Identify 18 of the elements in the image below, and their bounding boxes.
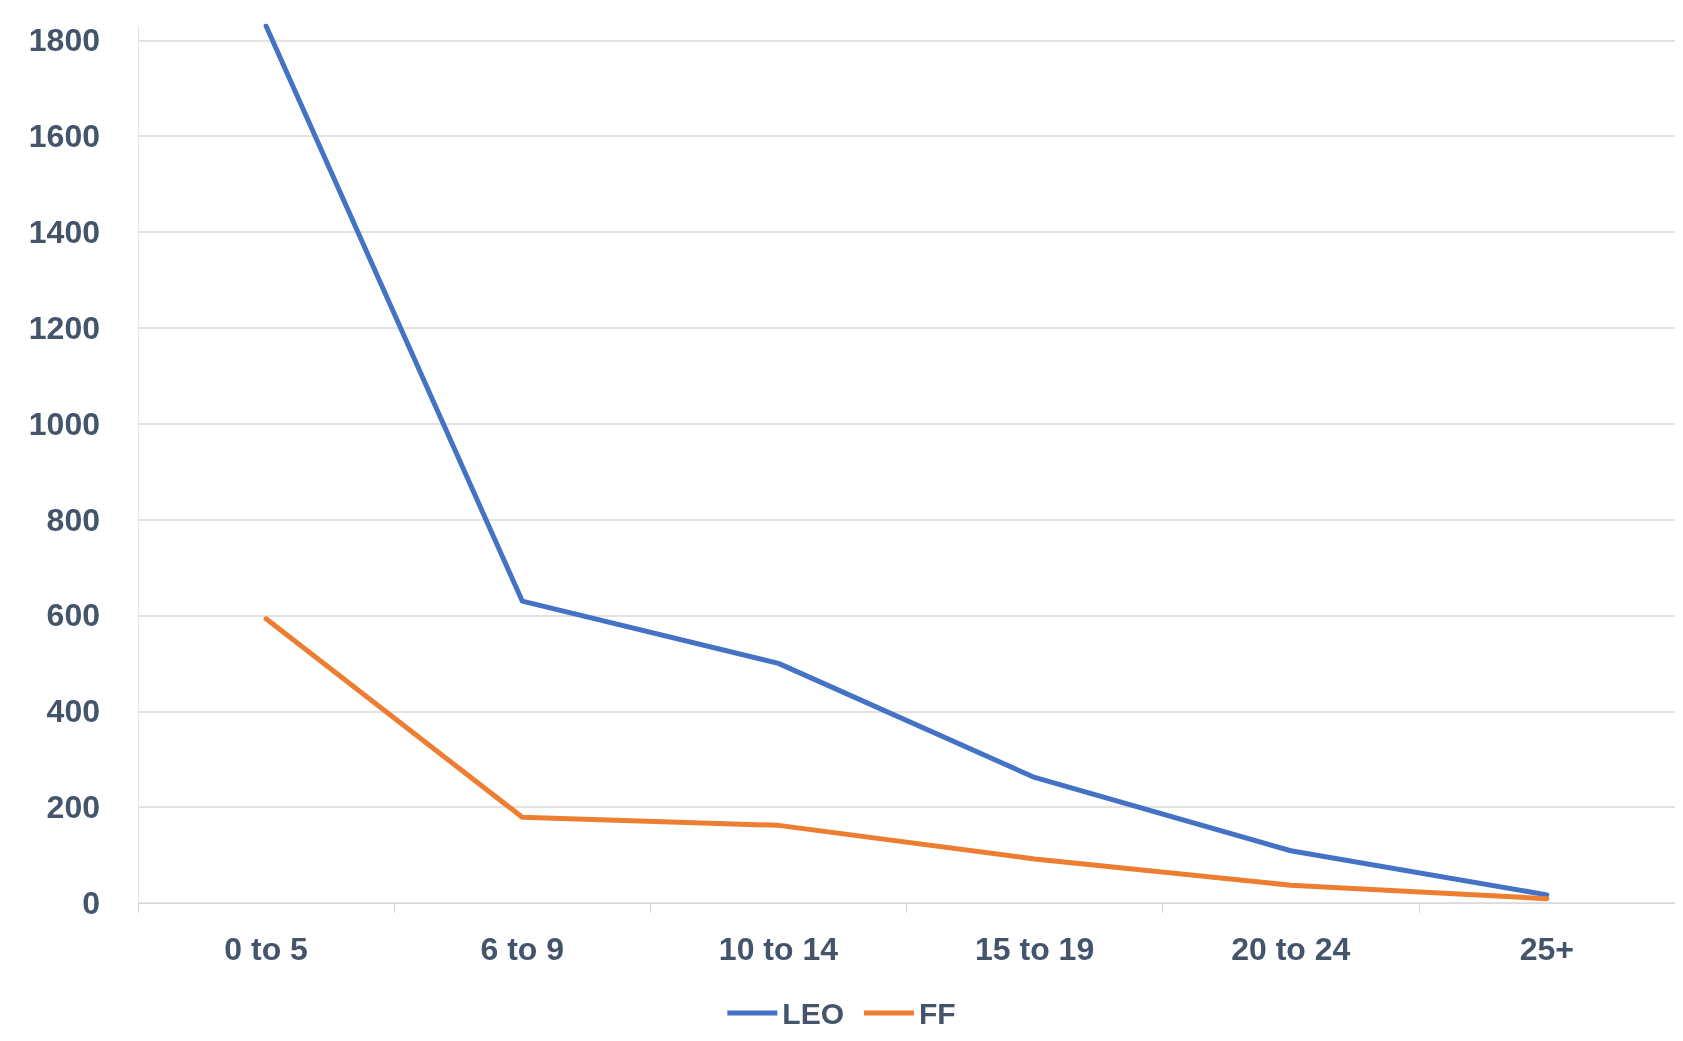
y-tick-label: 1200 <box>28 309 100 346</box>
x-tick-label: 0 to 5 <box>224 931 308 967</box>
legend-label: FF <box>919 996 956 1030</box>
x-tick-label: 6 to 9 <box>480 931 565 967</box>
y-tick-label: 1000 <box>28 405 100 442</box>
y-tick-label: 1400 <box>28 214 100 251</box>
y-tick-label: 1600 <box>28 118 100 155</box>
x-tick-label: 15 to 19 <box>975 931 1095 967</box>
x-tick-label: 20 to 24 <box>1231 931 1351 967</box>
y-tick-label: 400 <box>46 693 100 730</box>
y-tick-label: 1800 <box>28 22 100 59</box>
y-tick-label: 600 <box>46 597 100 634</box>
x-tick-label: 25+ <box>1519 931 1575 967</box>
legend-label: LEO <box>782 996 845 1030</box>
x-tick-label: 10 to 14 <box>718 931 839 967</box>
y-tick-label: 800 <box>46 501 100 538</box>
y-tick-label: 200 <box>46 789 100 826</box>
y-tick-label: 0 <box>82 885 100 921</box>
